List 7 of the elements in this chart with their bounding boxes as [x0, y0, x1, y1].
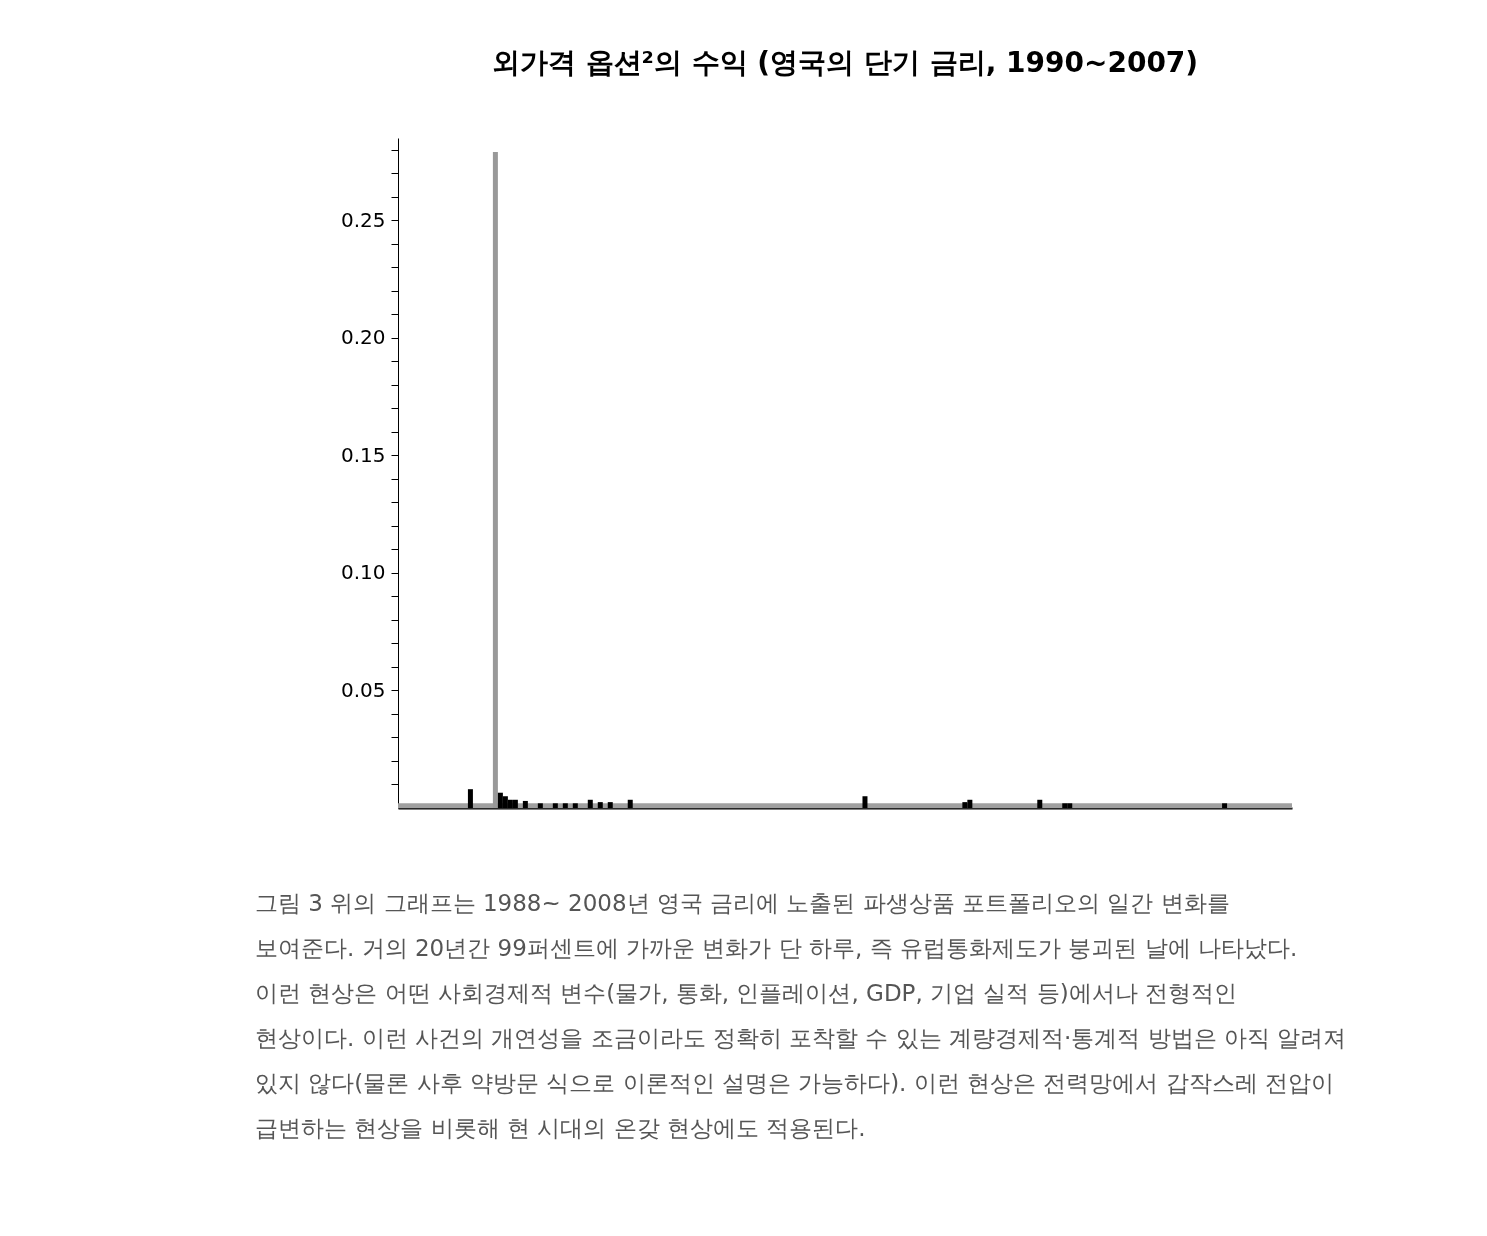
y-tick-label: 0.05 — [340, 677, 386, 702]
y-tick-label: 0.20 — [340, 325, 386, 350]
chart-title: 외가격 옵션²의 수익 (영국의 단기 금리, 1990~2007) — [491, 46, 1199, 79]
y-tick-label: 0.10 — [340, 560, 386, 585]
caption: 그림 3 위의 그래프는 1988~ 2008년 영국 금리에 노출된 파생상품 포트폴리오의 일간 변화를 보여준다. 거의 20년간 99퍼센트에 가까운 변화가 단 하루, 즉 유럽통화제도가 붕괴된 날에 나타났다. 이런 현상은 어떤 사회경제적 변수(물가, 통화, 인플레이션, GDP, 기업 실적 등)에서나 전형적인 현상이다. 이런 사건의 개연성을 조금이라도 정확히 포착할 수 있는 계량경제적·통계적 방법은 아직 알려져 있지 않다(물론 사후 약방문 식으로 이론적인 설명은 가능하다). 이런 현상은 전력망에서 갑작스레 전압이 급변하는 현상을 비롯해 현 시대의 온갖 현상에도 적용된다. — [255, 889, 1347, 1141]
y-tick-label: 0.15 — [340, 442, 386, 467]
y-tick-label: 0.25 — [340, 207, 386, 232]
